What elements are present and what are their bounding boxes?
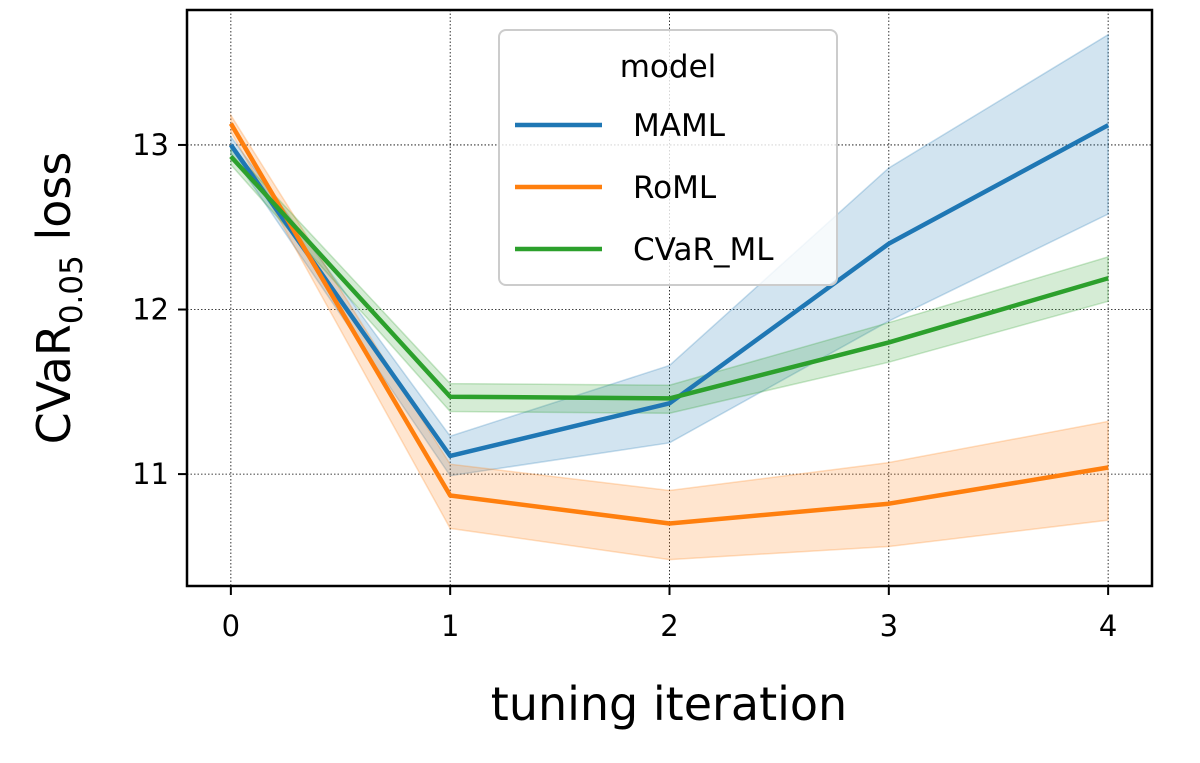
y-axis-label-main: CVaR — [27, 324, 81, 444]
legend-label-maml: MAML — [633, 108, 726, 144]
legend-box — [498, 29, 838, 286]
x-tick-label: 3 — [880, 609, 898, 643]
roml-confidence-band — [230, 112, 1109, 561]
x-tick-label: 4 — [1099, 609, 1117, 643]
legend-label-roml: RoML — [633, 170, 717, 206]
series-lines — [228, 122, 1110, 526]
y-tick-label: 12 — [132, 293, 169, 327]
y-axis-label-subscript: 0.05 — [54, 255, 90, 324]
y-axis-label-suffix: loss — [27, 152, 81, 255]
x-axis-ticks: 0 1 2 3 4 — [222, 586, 1117, 643]
y-axis-label: CVaR0.05 loss — [27, 152, 90, 445]
x-tick-label: 0 — [222, 609, 240, 643]
cvar-ml-confidence-band — [230, 146, 1109, 414]
y-axis-ticks: 11 12 13 — [132, 128, 187, 491]
x-tick-label: 1 — [441, 609, 459, 643]
maml-line — [229, 123, 1110, 459]
legend: model MAML RoML CVaR_ML — [498, 29, 838, 286]
x-tick-label: 2 — [660, 609, 678, 643]
legend-label-cvar-ml: CVaR_ML — [633, 232, 774, 268]
legend-title: model — [620, 49, 717, 85]
cvar-ml-line — [229, 154, 1109, 401]
y-tick-label: 11 — [132, 457, 169, 491]
x-axis-label: tuning iteration — [491, 677, 847, 731]
roml-line — [228, 122, 1109, 526]
y-tick-label: 13 — [132, 128, 169, 162]
